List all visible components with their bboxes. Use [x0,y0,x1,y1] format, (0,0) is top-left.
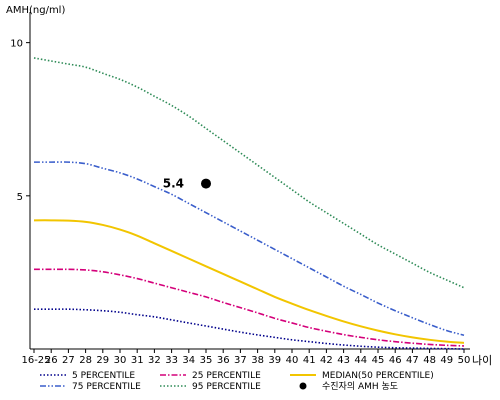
x-tick-label: 33 [165,355,178,366]
x-tick-label: 39 [268,355,281,366]
patient-amh-label: 5.4 [163,177,184,191]
x-tick-label: 41 [303,355,316,366]
x-tick-label: 46 [389,355,402,366]
legend-label: MEDIAN(50 PERCENTILE) [322,371,434,381]
legend-label: 5 PERCENTILE [72,371,135,381]
legend-label: 75 PERCENTILE [72,382,141,392]
series-layer [33,57,465,350]
y-tick-label: 5 [17,192,23,203]
x-tick-label: 45 [372,355,385,366]
series-line-95-percentile [33,57,465,289]
x-tick-label: 47 [406,355,419,366]
x-tick-label: 40 [286,355,299,366]
x-tick-label: 30 [114,355,127,366]
y-axis-title: AMH(ng/ml) [6,5,65,16]
x-tick-label: 34 [182,355,195,366]
x-tick-label: 37 [234,355,247,366]
x-tick-label: 48 [423,355,436,366]
legend: 5 PERCENTILE 25 PERCENTILE MEDIAN(50 PERCE… [40,371,434,392]
x-tick-label: 38 [251,355,264,366]
x-tick-label: 44 [354,355,367,366]
x-tick-label: 49 [440,355,453,366]
x-tick-label: 50 [458,355,471,366]
x-tick-label: 26 [45,355,58,366]
legend-swatch [299,382,307,390]
x-tick-label: 31 [131,355,144,366]
y-tick-label: 10 [10,39,23,50]
x-tick-label: 36 [217,355,230,366]
series-line-25-percentile [33,268,465,347]
patient-amh-point [201,178,211,189]
x-tick-label: 16-25 [21,355,50,366]
x-tick-label: 42 [320,355,333,366]
series-line-75-percentile [34,161,465,336]
legend-label: 25 PERCENTILE [192,371,261,381]
legend-label: 95 PERCENTILE [192,382,261,392]
x-tick-label: 28 [79,355,92,366]
x-tick-label: 35 [200,355,213,366]
series-line-5-percentile [34,308,465,350]
legend-label: 수진자의 AMH 농도 [322,381,398,392]
point-layer: 5.4 [163,177,211,191]
x-tick-label: 32 [148,355,161,366]
x-tick-label: 43 [337,355,350,366]
x-tick-label: 27 [62,355,75,366]
series-line-median-50-percentile- [33,219,465,344]
x-axis-title: 나이 [472,354,492,367]
x-tick-label: 29 [96,355,109,366]
